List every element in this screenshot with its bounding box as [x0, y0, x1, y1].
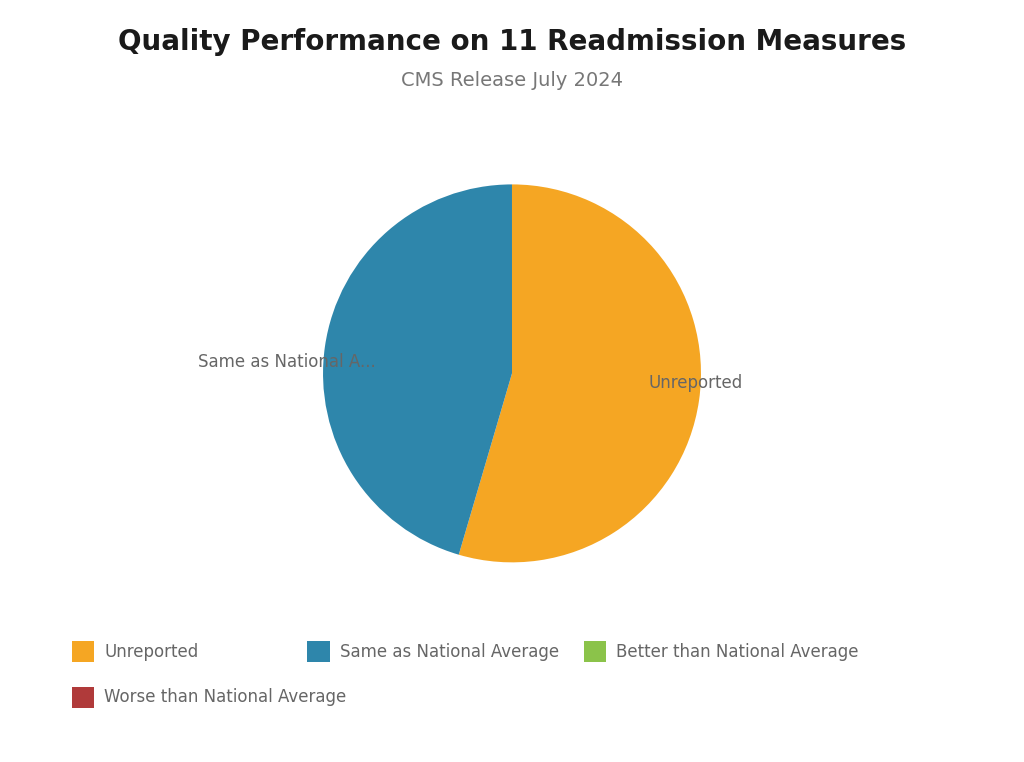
Text: Quality Performance on 11 Readmission Measures: Quality Performance on 11 Readmission Me… [118, 28, 906, 56]
Text: CMS Release July 2024: CMS Release July 2024 [401, 71, 623, 89]
Wedge shape [459, 184, 701, 562]
Text: Same as National Average: Same as National Average [340, 642, 559, 661]
Wedge shape [323, 184, 512, 555]
Text: Worse than National Average: Worse than National Average [104, 688, 347, 706]
Text: Better than National Average: Better than National Average [616, 642, 859, 661]
Text: Same as National A...: Same as National A... [199, 353, 475, 371]
Text: Unreported: Unreported [556, 374, 742, 392]
Text: Unreported: Unreported [104, 642, 199, 661]
